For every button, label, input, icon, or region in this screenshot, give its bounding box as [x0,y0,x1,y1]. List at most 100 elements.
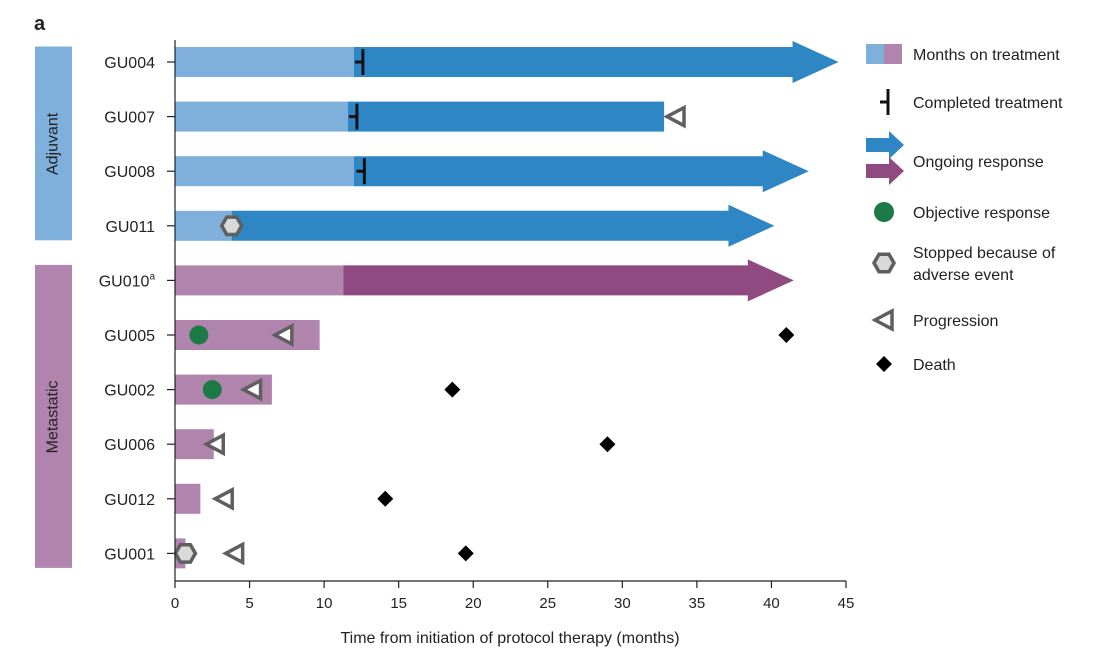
adverse-event-marker [173,542,198,564]
death-marker [778,327,795,343]
patient-id: GU004 [104,55,155,72]
x-tick-label: 5 [245,595,253,612]
legend-label: Objective response [913,205,1050,222]
patient-row-gu005: GU005 [104,320,795,350]
legend-label: Death [913,357,956,374]
response-bar [347,101,665,132]
x-tick-label: 15 [390,595,407,612]
treatment-bar [175,483,201,514]
group-label-adjuvant: Adjuvant [45,112,62,175]
death-marker [599,436,616,453]
patient-id: GU005 [104,328,155,345]
patient-label: GU011 [105,219,155,236]
patient-label: GU004 [104,55,155,72]
patient-row-gu006: GU006 [104,429,616,460]
patient-rows: GU004 GU007 GU008 GU011 GU010a GU005 GU002 GU00… [99,41,839,569]
legend-item-adverse: Stopped because of adverse event [871,245,1056,284]
x-tick-label: 25 [539,595,556,612]
death-marker [377,490,394,507]
death-marker [457,545,474,562]
patient-label: GU005 [104,328,155,345]
patient-label: GU006 [104,437,155,454]
x-tick-label: 35 [689,595,706,612]
adverse-event-marker [219,215,244,237]
legend-label: Months on treatment [913,47,1060,64]
objective-response-marker [189,325,209,345]
patient-label: GU010a [99,271,156,290]
legend-item-death: Death [876,356,956,374]
patient-label: GU008 [104,164,155,181]
x-axis: 0 5 10 15 20 25 30 35 40 45 [171,40,855,612]
patient-superscript: a [149,271,155,282]
x-tick-label: 40 [763,595,780,612]
death-marker [444,381,461,398]
patient-row-gu001: GU001 [104,538,474,569]
legend-item-months: Months on treatment [866,44,1060,64]
x-axis-label: Time from initiation of protocol therapy… [340,630,679,647]
legend-swatch-metastatic [884,44,902,64]
patient-row-gu007: GU007 [104,101,686,132]
objective-response-marker [202,380,222,400]
x-tick-label: 20 [465,595,482,612]
ongoing-response-arrow [343,259,794,302]
x-tick-label: 0 [171,595,179,612]
patient-id: GU001 [104,546,155,563]
patient-id: GU010 [99,273,150,290]
x-tick-label: 10 [316,595,333,612]
legend-label: Progression [913,313,998,330]
patient-label: GU001 [104,546,155,563]
progression-marker [211,486,234,511]
patient-id: GU012 [104,492,155,509]
progression-marker [221,541,245,566]
patient-row-gu008: GU008 [104,150,809,193]
legend-objective-icon [874,202,894,222]
patient-row-gu012: GU012 [104,483,394,514]
group-band-metastatic [35,264,72,568]
patient-id: GU007 [104,110,155,127]
legend-arrow-purple [866,157,904,185]
legend-item-ongoing: Ongoing response [866,131,1044,185]
legend-label-line2: adverse event [913,267,1014,284]
progression-marker [663,104,686,129]
patient-label: GU007 [104,110,155,127]
ongoing-response-arrow [353,41,839,83]
patient-row-gu004: GU004 [104,41,839,83]
patient-label: GU012 [104,492,155,509]
treatment-bar [175,101,348,132]
treatment-bar [175,265,344,296]
treatment-bar [175,47,354,77]
legend-label: Stopped because of [913,245,1056,262]
ongoing-response-arrow [231,204,775,247]
legend-label: Completed treatment [913,95,1063,112]
legend-swatch-adjuvant [866,44,884,64]
legend-label: Ongoing response [913,154,1044,171]
patient-row-gu011: GU011 [105,204,775,247]
legend-item-objective: Objective response [874,202,1050,222]
legend-item-completed: Completed treatment [880,89,1063,115]
progression-marker [271,323,294,347]
patient-id: GU006 [104,437,155,454]
patient-id: GU008 [104,164,155,181]
progression-marker [239,377,263,402]
panel-label: a [34,13,46,35]
legend: Months on treatment Completed treatment On… [866,44,1063,374]
x-tick-label: 30 [614,595,631,612]
patient-row-gu002: GU002 [104,374,461,405]
patient-id: GU002 [104,383,155,400]
progression-marker [202,432,226,457]
ongoing-response-arrow [353,150,809,193]
legend-item-progression: Progression [871,308,998,332]
group-label-metastatic: Metastatic [45,380,62,453]
patient-label: GU002 [104,383,155,400]
completed-treatment-marker [356,158,366,185]
completed-treatment-marker [348,103,359,130]
group-band-adjuvant [35,46,72,241]
legend-completed-icon [880,89,890,115]
treatment-bar [175,156,354,187]
patient-id: GU011 [105,219,155,236]
group-bands: Adjuvant Metastatic [35,46,72,568]
legend-death-icon [876,356,892,372]
completed-treatment-marker [354,49,365,75]
x-tick-label: 45 [838,595,855,612]
